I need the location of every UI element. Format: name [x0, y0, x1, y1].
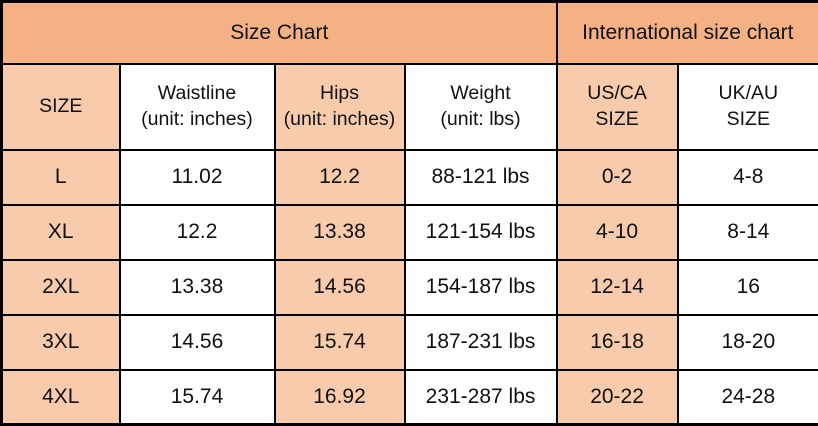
cell-waistline: 12.2: [118, 203, 276, 261]
cell-weight: 187-231 lbs: [403, 313, 558, 371]
cell-size: 4XL: [0, 368, 121, 426]
cell-hips: 14.56: [273, 258, 406, 316]
cell-size: 3XL: [0, 313, 121, 371]
cell-weight: 88-121 lbs: [403, 148, 558, 206]
cell-size: L: [0, 148, 121, 206]
column-header-usca: US/CA SIZE: [555, 62, 679, 151]
cell-ukau-size: 8-14: [676, 203, 818, 261]
column-header-hips: Hips (unit: inches): [273, 62, 406, 151]
cell-waistline: 14.56: [118, 313, 276, 371]
cell-ukau-size: 16: [676, 258, 818, 316]
column-header-waistline-unit: (unit: inches): [141, 107, 253, 130]
international-size-chart-group-header: International size chart: [555, 0, 818, 65]
cell-waistline: 11.02: [118, 148, 276, 206]
column-header-usca-label: US/CA: [587, 81, 647, 104]
column-header-weight: Weight (unit: lbs): [403, 62, 558, 151]
column-header-size: SIZE: [0, 62, 121, 151]
column-header-ukau-sublabel: SIZE: [726, 107, 770, 130]
cell-ukau-size: 4-8: [676, 148, 818, 206]
column-header-waistline: Waistline (unit: inches): [118, 62, 276, 151]
table-row-l: L 11.02 12.2 88-121 lbs 0-2 4-8: [0, 148, 818, 206]
cell-hips: 13.38: [273, 203, 406, 261]
table-row-2xl: 2XL 13.38 14.56 154-187 lbs 12-14 16: [0, 258, 818, 316]
column-header-hips-label: Hips: [319, 81, 359, 104]
cell-size: XL: [0, 203, 121, 261]
column-header-row: SIZE Waistline (unit: inches) Hips (unit…: [0, 62, 818, 151]
column-header-waistline-label: Waistline: [157, 81, 237, 104]
cell-ukau-size: 24-28: [676, 368, 818, 426]
cell-usca-size: 16-18: [555, 313, 679, 371]
column-header-ukau: UK/AU SIZE: [676, 62, 818, 151]
cell-waistline: 13.38: [118, 258, 276, 316]
cell-usca-size: 20-22: [555, 368, 679, 426]
group-header-row: Size Chart International size chart: [0, 0, 818, 65]
column-header-ukau-label: UK/AU: [718, 81, 779, 104]
cell-weight: 231-287 lbs: [403, 368, 558, 426]
cell-usca-size: 0-2: [555, 148, 679, 206]
column-header-hips-unit: (unit: inches): [283, 107, 396, 130]
column-header-size-label: SIZE: [39, 94, 83, 117]
cell-usca-size: 4-10: [555, 203, 679, 261]
table-row-3xl: 3XL 14.56 15.74 187-231 lbs 16-18 18-20: [0, 313, 818, 371]
table-row-xl: XL 12.2 13.38 121-154 lbs 4-10 8-14: [0, 203, 818, 261]
cell-weight: 121-154 lbs: [403, 203, 558, 261]
cell-waistline: 15.74: [118, 368, 276, 426]
column-header-weight-label: Weight: [450, 81, 511, 104]
cell-weight: 154-187 lbs: [403, 258, 558, 316]
column-header-usca-sublabel: SIZE: [595, 107, 639, 130]
cell-usca-size: 12-14: [555, 258, 679, 316]
cell-hips: 16.92: [273, 368, 406, 426]
cell-hips: 15.74: [273, 313, 406, 371]
size-chart-group-header: Size Chart: [0, 0, 558, 65]
column-header-weight-unit: (unit: lbs): [440, 107, 521, 130]
table-row-4xl: 4XL 15.74 16.92 231-287 lbs 20-22 24-28: [0, 368, 818, 426]
cell-size: 2XL: [0, 258, 121, 316]
cell-hips: 12.2: [273, 148, 406, 206]
cell-ukau-size: 18-20: [676, 313, 818, 371]
